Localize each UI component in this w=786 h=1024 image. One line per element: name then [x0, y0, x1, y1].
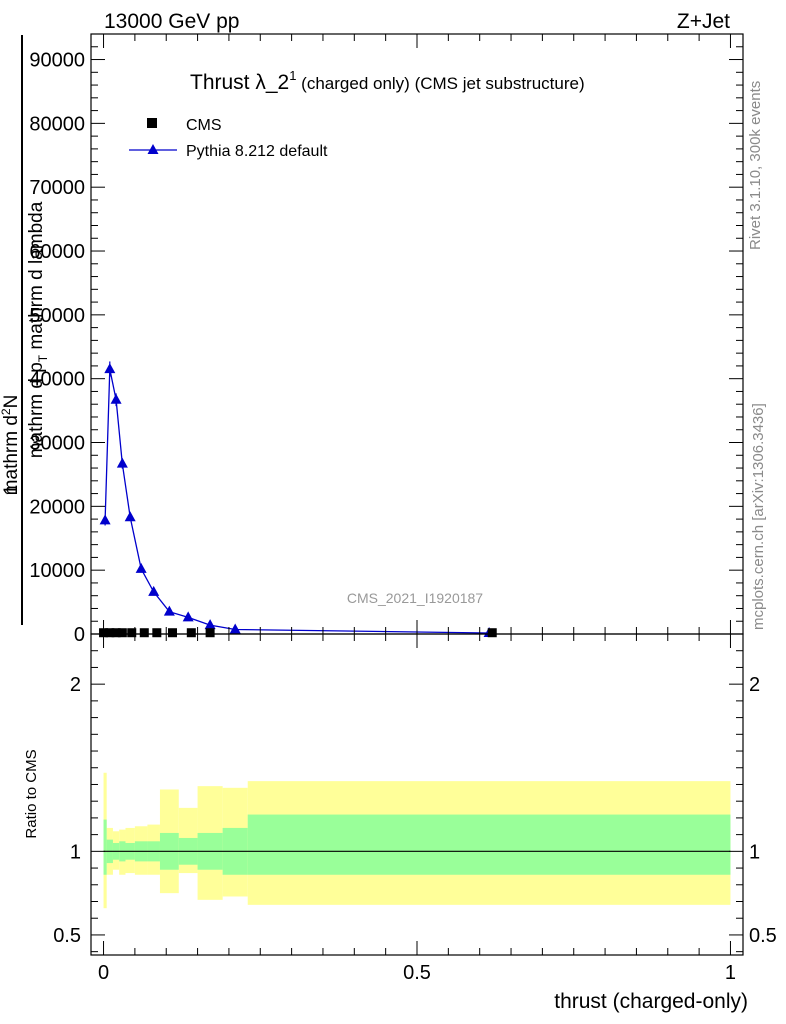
- legend-cms-label: CMS: [186, 117, 222, 134]
- svg-text:Ratio to CMS: Ratio to CMS: [23, 749, 40, 838]
- main-y-tick-label: 0: [74, 624, 85, 646]
- mc-point: [104, 363, 116, 374]
- title-main: Thrust λ_2: [190, 71, 289, 94]
- legend-pythia-marker: [147, 144, 159, 154]
- cms-point: [139, 628, 149, 638]
- cms-point: [487, 628, 497, 638]
- mc-point: [163, 605, 175, 616]
- svg-text:1: 1: [1, 485, 22, 496]
- ratio-y-tick-label-right: 0.5: [749, 925, 777, 947]
- cms-point: [105, 628, 115, 638]
- main-y-tick-label: 80000: [29, 113, 85, 135]
- main-y-tick-label: 10000: [29, 560, 85, 582]
- header-left: 13000 GeV pp: [104, 10, 239, 33]
- mc-point: [99, 514, 111, 525]
- main-y-tick-label: 30000: [29, 433, 85, 455]
- ratio-y-tick-label-right: 1: [749, 841, 760, 863]
- main-y-label: mathrm d pT mathrm d lambda mathrm d2N: [0, 35, 50, 625]
- mc-point: [124, 511, 136, 522]
- mc-point: [110, 393, 122, 404]
- x-tick-label: 0: [98, 962, 109, 984]
- side-label-rivet: Rivet 3.1.10, 300k events: [747, 81, 764, 250]
- main-y-tick-label: 60000: [29, 241, 85, 263]
- main-panel-axes: 0 10000 20000 30000 40000 50000 60000 70000 8000…: [29, 33, 744, 646]
- main-y-tick-label: 20000: [29, 496, 85, 518]
- header-right: Z+Jet: [677, 10, 730, 33]
- main-y-tick-label: 50000: [29, 305, 85, 327]
- ratio-inner-band: [103, 819, 107, 875]
- mc-point: [135, 562, 147, 573]
- ylabel-numerator: mathrm d2N: [0, 395, 22, 496]
- legend: CMS Pythia 8.212 default: [129, 117, 328, 160]
- mc-series-line: [104, 368, 490, 634]
- cms-point: [205, 628, 215, 638]
- main-y-tick-label: 90000: [29, 50, 85, 72]
- legend-cms-marker: [147, 118, 157, 128]
- ratio-panel-axes: 0.5 0.5 1 1 2 2 0 0.5 1: [53, 633, 777, 984]
- x-tick-label: 0.5: [403, 962, 431, 984]
- ratio-y-tick-label-right: 2: [749, 674, 760, 696]
- mc-point: [182, 611, 194, 622]
- ratio-panel-marks: [103, 772, 731, 909]
- legend-pythia-label: Pythia 8.212 default: [186, 143, 328, 160]
- main-y-tick-label: 70000: [29, 177, 85, 199]
- x-axis-label: thrust (charged-only): [554, 990, 748, 1013]
- cms-point: [186, 628, 196, 638]
- mc-point: [116, 457, 128, 468]
- main-y-label-one: 1: [1, 485, 22, 496]
- mc-point: [204, 619, 216, 630]
- ratio-inner-band: [247, 814, 731, 875]
- main-y-tick-label: 40000: [29, 369, 85, 391]
- cms-point: [117, 628, 127, 638]
- cms-point: [152, 628, 162, 638]
- title-sup: 1: [289, 68, 296, 83]
- ratio-y-tick-label: 2: [70, 674, 81, 696]
- ylabel-denominator: mathrm d pT mathrm d lambda: [26, 201, 50, 458]
- x-tick-label: 1: [725, 962, 736, 984]
- ratio-y-tick-label: 1: [70, 841, 81, 863]
- svg-text:mcplots.cern.ch [arXiv:1306.34: mcplots.cern.ch [arXiv:1306.3436]: [750, 403, 767, 630]
- ratio-y-label: Ratio to CMS: [23, 749, 40, 838]
- cms-point: [127, 628, 137, 638]
- svg-text:Rivet 3.1.10, 300k events: Rivet 3.1.10, 300k events: [747, 81, 764, 250]
- cms-point: [111, 628, 121, 638]
- chart-title: Thrust λ_21 (charged only) (CMS jet subs…: [190, 68, 585, 94]
- analysis-label: CMS_2021_I1920187: [347, 590, 483, 606]
- ratio-y-tick-label: 0.5: [53, 925, 81, 947]
- cms-point: [168, 628, 177, 638]
- mc-point: [229, 623, 241, 634]
- mc-point: [148, 585, 160, 596]
- title-rest: (charged only) (CMS jet substructure): [296, 74, 584, 93]
- side-label-mcplots: mcplots.cern.ch [arXiv:1306.3436]: [750, 403, 767, 630]
